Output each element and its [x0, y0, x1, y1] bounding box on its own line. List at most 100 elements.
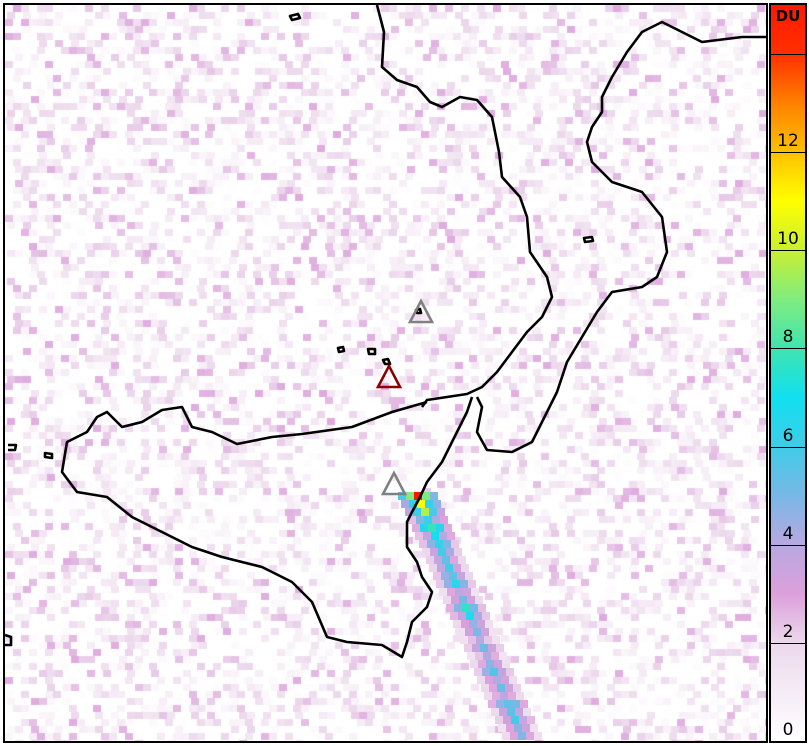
plume-pixel: [460, 636, 468, 644]
plume-pixel: [429, 564, 437, 572]
colorbar-tick-label: 0: [782, 720, 794, 740]
plume-pixel: [446, 604, 454, 612]
plume-pixel: [468, 636, 476, 644]
plume-pixel: [461, 564, 469, 572]
plume-pixel: [444, 524, 452, 532]
plume-pixel: [513, 684, 521, 692]
plume-pixel: [439, 532, 447, 540]
plume-pixel: [435, 540, 443, 548]
colorbar-tick: [771, 642, 805, 644]
plume-pixel: [466, 612, 474, 620]
plume-pixel: [485, 676, 493, 684]
plume-pixel: [465, 572, 473, 580]
plume-pixel: [405, 508, 413, 516]
plume-pixel: [477, 620, 485, 628]
plume-pixel: [500, 692, 508, 700]
plume-pixel: [530, 724, 538, 732]
colorbar-tick: [771, 250, 805, 252]
plume-pixel: [516, 692, 524, 700]
plume-pixel: [460, 580, 468, 588]
plume-pixel: [434, 556, 442, 564]
colorbar-tick-label: 2: [782, 621, 794, 642]
plume-pixel: [467, 596, 475, 604]
plume-pixel: [455, 588, 463, 596]
plume-pixel: [424, 516, 432, 524]
plume-pixel: [499, 652, 507, 660]
plume-pixel: [484, 692, 492, 700]
plume-pixel: [490, 668, 498, 676]
plume-pixel: [464, 644, 472, 652]
coastline-mainland: [375, 5, 554, 408]
plume-pixel: [423, 532, 431, 540]
plume-pixel: [412, 524, 420, 532]
volcano-marker-south: [380, 470, 408, 496]
plume-pixel: [413, 508, 421, 516]
plume-pixel: [457, 628, 465, 636]
island: [582, 235, 595, 244]
plume-pixel: [482, 668, 490, 676]
so2-plume: [398, 492, 542, 740]
plume-pixel: [520, 700, 528, 708]
plume-pixel: [420, 524, 428, 532]
plume-pixel: [422, 492, 430, 500]
plume-pixel: [502, 660, 510, 668]
plume-pixel: [409, 500, 417, 508]
plume-pixel: [482, 612, 490, 620]
so2-map: [3, 3, 768, 743]
plume-pixel: [469, 620, 477, 628]
plume-pixel: [437, 564, 445, 572]
plume-pixel: [447, 588, 455, 596]
plume-pixel: [492, 636, 500, 644]
plume-pixel: [510, 732, 518, 740]
plume-pixel: [454, 604, 462, 612]
plume-pixel: [451, 540, 459, 548]
island: [8, 443, 18, 452]
plume-pixel: [485, 620, 493, 628]
plume-pixel: [472, 644, 480, 652]
plume-pixel: [478, 604, 486, 612]
plume-pixel: [509, 676, 517, 684]
plume-pixel: [398, 492, 406, 500]
plume-pixel: [459, 596, 467, 604]
plume-pixel: [414, 492, 422, 500]
plume-pixel: [406, 492, 414, 500]
plume-pixel: [502, 732, 510, 740]
plume-pixel: [450, 556, 458, 564]
plume-pixel: [446, 548, 454, 556]
plume-pixel: [458, 612, 466, 620]
plume-pixel: [523, 708, 531, 716]
plume-pixel: [495, 716, 503, 724]
colorbar-tick-label: 10: [777, 229, 799, 250]
plume-pixel: [494, 660, 502, 668]
plume-pixel: [475, 596, 483, 604]
plume-pixel: [491, 708, 499, 716]
plume-pixel: [468, 580, 476, 588]
colorbar-tick-label: 8: [782, 327, 794, 348]
colorbar-tick-label: 12: [777, 131, 799, 152]
plume-pixel: [445, 564, 453, 572]
plume-pixel: [465, 628, 473, 636]
plume-pixel: [493, 676, 501, 684]
island: [366, 347, 377, 356]
island: [336, 345, 346, 354]
plume-pixel: [477, 676, 485, 684]
plume-pixel: [483, 652, 491, 660]
plume-pixel: [401, 500, 409, 508]
plume-pixel: [430, 492, 438, 500]
plume-pixel: [475, 652, 483, 660]
plume-pixel: [470, 660, 478, 668]
colorbar-tick: [771, 544, 805, 546]
plume-pixel: [441, 572, 449, 580]
plume-pixel: [499, 708, 507, 716]
plume-pixel: [496, 700, 504, 708]
plume-pixel: [470, 604, 478, 612]
plume-pixel: [486, 660, 494, 668]
plume-pixel: [534, 732, 542, 740]
island: [288, 12, 302, 22]
plume-pixel: [432, 516, 440, 524]
plume-pixel: [458, 556, 466, 564]
island: [381, 357, 392, 366]
coastline-east: [475, 20, 766, 454]
colorbar-tick: [771, 152, 805, 154]
plume-pixel: [444, 580, 452, 588]
